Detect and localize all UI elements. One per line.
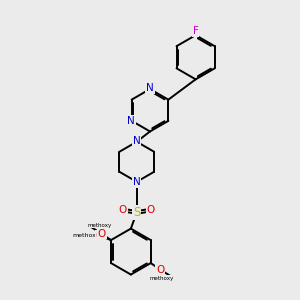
Text: O: O [118,205,127,215]
Text: S: S [133,206,140,219]
Text: O: O [156,265,164,275]
Text: N: N [127,116,135,126]
Text: methoxy: methoxy [88,223,112,228]
Text: F: F [193,26,199,36]
Text: N: N [133,136,141,146]
Text: O: O [96,231,104,241]
Text: O: O [147,205,155,215]
Text: methoxy: methoxy [72,233,100,238]
Text: methoxy: methoxy [150,276,174,280]
Text: N: N [133,177,141,188]
Text: O: O [98,229,106,238]
Text: N: N [146,83,154,94]
